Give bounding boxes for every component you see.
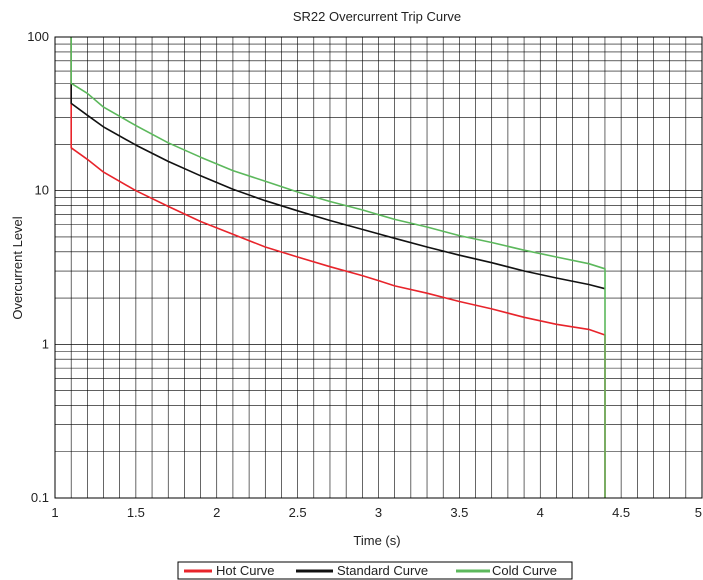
y-tick-labels: 0.1 1 10 100 <box>27 29 49 505</box>
series-line-hot-curve <box>70 37 606 498</box>
y-tick-label: 1 <box>42 336 49 351</box>
x-tick-label: 1 <box>51 505 58 520</box>
series-line-cold-curve <box>70 37 606 498</box>
x-axis-title: Time (s) <box>353 533 400 548</box>
chart-title: SR22 Overcurrent Trip Curve <box>293 9 461 24</box>
y-tick-label: 0.1 <box>31 490 49 505</box>
legend-label-hot: Hot Curve <box>216 563 275 578</box>
series-lines <box>70 37 606 498</box>
x-tick-label: 4.5 <box>612 505 630 520</box>
legend-box <box>177 561 573 580</box>
series-line-standard-curve <box>70 37 606 290</box>
grid-lines <box>54 36 703 499</box>
y-tick-label: 100 <box>27 29 49 44</box>
legend: Hot Curve Standard Curve Cold Curve <box>177 561 573 580</box>
x-tick-labels: 1 1.5 2 2.5 3 3.5 4 4.5 5 <box>51 505 702 520</box>
x-tick-label: 2.5 <box>289 505 307 520</box>
plot-area-border <box>54 36 703 499</box>
y-tick-label: 10 <box>35 183 49 198</box>
x-tick-label: 2 <box>213 505 220 520</box>
x-tick-label: 3 <box>375 505 382 520</box>
x-tick-label: 1.5 <box>127 505 145 520</box>
x-tick-label: 3.5 <box>450 505 468 520</box>
legend-label-standard: Standard Curve <box>337 563 428 578</box>
legend-label-cold: Cold Curve <box>492 563 557 578</box>
x-tick-label: 5 <box>695 505 702 520</box>
y-axis-title: Overcurrent Level <box>10 216 25 319</box>
x-tick-label: 4 <box>537 505 544 520</box>
